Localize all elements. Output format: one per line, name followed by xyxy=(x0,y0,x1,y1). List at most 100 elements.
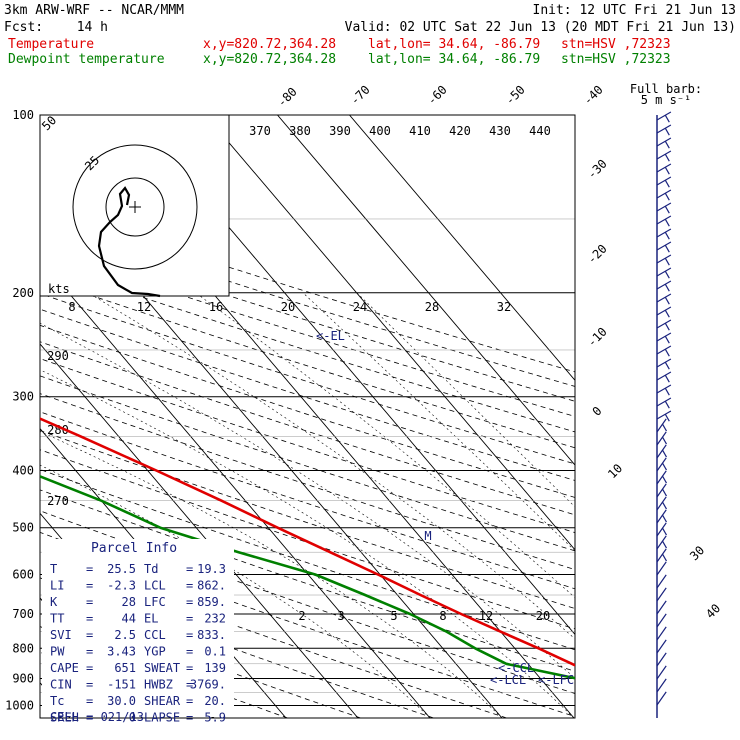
mixing-ratio-label: 8 xyxy=(439,609,446,623)
wind-barb xyxy=(656,410,672,420)
isotherm-tick-label: -60 xyxy=(425,83,450,108)
wind-barb xyxy=(656,574,667,589)
wind-barb xyxy=(656,150,672,160)
wind-barb-feather xyxy=(664,218,670,227)
parcel-param-value: 2.5 xyxy=(114,628,136,642)
isotherm-tick-label: 10 xyxy=(605,461,625,481)
moist-adiabat-line xyxy=(195,292,575,599)
parcel-param-value: 0 xyxy=(129,711,136,725)
wind-barb xyxy=(656,626,667,641)
parcel-param-key: LFC xyxy=(144,595,166,609)
header-model: 3km ARW-WRF -- NCAR/MMM xyxy=(4,3,184,18)
wind-barb xyxy=(656,124,672,134)
parcel-param-eq: = xyxy=(86,562,93,576)
parcel-param-key: YGP xyxy=(144,645,166,659)
parcel-param-value: 20. xyxy=(204,694,226,708)
wind-barb-feather xyxy=(661,488,668,497)
pressure-tick-label: 1000 xyxy=(5,698,34,712)
moist-adiabat-line xyxy=(356,292,575,508)
hodograph-scale-label: 12 xyxy=(137,300,151,314)
wind-barb-feather xyxy=(661,423,668,432)
parcel-param-key: SVI xyxy=(50,628,72,642)
parcel-param-eq: = xyxy=(186,562,193,576)
mixing-ratio-label: 5 xyxy=(390,609,397,623)
hodograph-origin-cross xyxy=(129,201,141,213)
parcel-param-eq: = xyxy=(186,694,193,708)
wind-barb xyxy=(656,176,672,186)
hodograph-scale-label: 8 xyxy=(68,300,75,314)
hodograph-scale-label: 24 xyxy=(353,300,367,314)
wind-barb xyxy=(656,457,667,472)
wind-barb xyxy=(656,509,667,524)
wind-barb xyxy=(656,483,667,498)
parcel-param-key: TT xyxy=(50,612,64,626)
hodograph-speed-label: kts xyxy=(48,282,70,296)
wind-barb xyxy=(656,306,672,316)
wind-barb-feather xyxy=(664,140,670,149)
parcel-param-value: 5.9 xyxy=(204,711,226,725)
parcel-param-key: LI xyxy=(50,579,64,593)
wind-barb xyxy=(656,241,672,251)
parcel-param-value: -151 xyxy=(107,678,136,692)
theta-tick-label: 380 xyxy=(289,124,311,138)
wind-barb xyxy=(656,496,667,511)
parcel-param-key: SWEAT xyxy=(144,661,180,675)
pressure-tick-label: 100 xyxy=(12,108,34,122)
theta-tick-label: 410 xyxy=(409,124,431,138)
wind-barb-feather xyxy=(664,153,670,162)
hodograph-scale-label: 16 xyxy=(209,300,223,314)
wind-barb xyxy=(656,280,672,290)
wind-barb-feather xyxy=(661,436,668,445)
hodograph-scale-label: 32 xyxy=(497,300,511,314)
wind-barb-feather xyxy=(664,257,670,266)
pressure-tick-label: 700 xyxy=(12,607,34,621)
dew-legend-latlon: lat,lon= 34.64, -86.79 xyxy=(368,52,540,67)
parcel-param-eq: = xyxy=(86,645,93,659)
parcel-param-eq: = xyxy=(186,579,193,593)
temp-legend-latlon: lat,lon= 34.64, -86.79 xyxy=(368,37,540,52)
parcel-param-value: 651 xyxy=(114,661,136,675)
wind-barb xyxy=(656,418,667,433)
wind-barb xyxy=(656,522,667,537)
wind-barb-feather xyxy=(664,244,670,253)
dry-adiabat-line xyxy=(40,247,575,417)
theta-tick-label: 430 xyxy=(489,124,511,138)
theta-tick-label: 440 xyxy=(529,124,551,138)
theta-tick-label: 420 xyxy=(449,124,471,138)
wind-barb-feather xyxy=(664,179,670,188)
wind-barb-feather xyxy=(664,127,670,136)
theta-side-label: 280 xyxy=(47,423,69,437)
parcel-param-value: 25.5 xyxy=(107,562,136,576)
temperature-line xyxy=(40,417,575,667)
plot-frame xyxy=(39,114,576,719)
profile-series xyxy=(40,417,575,680)
parcel-param-eq: = xyxy=(86,661,93,675)
wind-barb-feather xyxy=(664,348,670,357)
wind-barb-feather xyxy=(664,296,670,305)
isotherm-tick-label: -70 xyxy=(348,83,373,108)
isotherm-tick-label: -30 xyxy=(585,157,610,182)
wind-barb-feather xyxy=(664,231,670,240)
hodograph-ring-outer xyxy=(72,144,198,270)
level-annotation: <-LCL xyxy=(490,673,526,687)
isotherm-tick-label: 0 xyxy=(590,404,605,419)
wind-barb xyxy=(656,319,672,329)
mixing-ratio-label: 2 xyxy=(298,609,305,623)
pressure-tick-label: 200 xyxy=(12,286,34,300)
parcel-param-key: LAPSE xyxy=(144,711,180,725)
wind-barb xyxy=(656,332,672,342)
wind-barb-feather xyxy=(664,192,670,201)
dry-adiabat-line xyxy=(40,449,575,630)
pressure-tick-label: 600 xyxy=(12,567,34,581)
header-fcst-label: Fcst: xyxy=(4,20,43,35)
pressure-tick-label: 800 xyxy=(12,641,34,655)
wind-barb xyxy=(656,431,667,446)
wind-barb-feather xyxy=(664,166,670,175)
isotherm-tick-label: 40 xyxy=(703,601,723,621)
wind-barb xyxy=(656,371,672,381)
isotherm-line xyxy=(40,258,431,718)
dew-legend-xy: x,y=820.72,364.28 xyxy=(203,52,336,67)
barb-scale-label: Full barb: xyxy=(630,82,702,96)
mixing-ratio-label: 20 xyxy=(536,609,550,623)
